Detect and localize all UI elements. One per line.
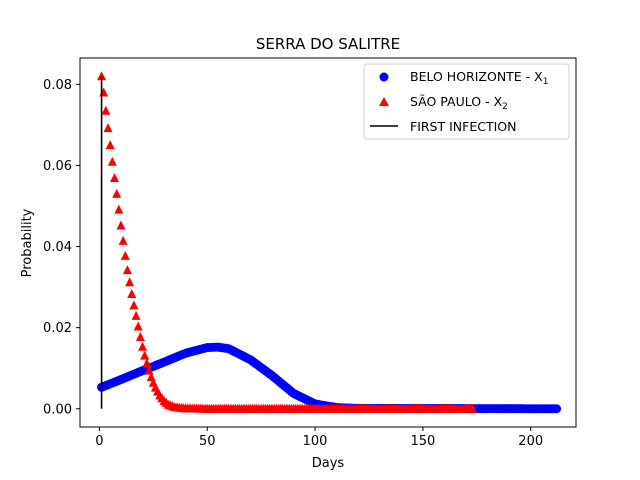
data-point-sao-paulo xyxy=(114,204,124,214)
x-tick-label: 0 xyxy=(95,434,103,449)
legend-label-sao-paulo: SÃO PAULO - X2 xyxy=(410,94,508,112)
data-point-sao-paulo xyxy=(120,250,130,260)
data-point-sao-paulo xyxy=(110,173,119,183)
data-point-sao-paulo xyxy=(107,156,117,166)
x-tick-label: 200 xyxy=(518,434,543,449)
data-point-sao-paulo xyxy=(138,341,148,351)
legend: BELO HORIZONTE - X1 SÃO PAULO - X2 FIRST… xyxy=(363,63,570,140)
data-point-sao-paulo xyxy=(116,220,126,230)
data-point-sao-paulo xyxy=(133,321,143,331)
data-point-sao-paulo xyxy=(118,235,128,245)
data-point-sao-paulo xyxy=(131,310,141,320)
chart-title: SERRA DO SALITRE xyxy=(256,35,400,53)
data-point-belo-horizonte xyxy=(552,404,562,414)
legend-label-belo-horizonte: BELO HORIZONTE - X1 xyxy=(410,69,548,87)
y-axis: 0.00 0.02 0.04 0.06 0.08 xyxy=(43,78,80,417)
legend-marker-sao-paulo xyxy=(379,97,389,106)
data-point-sao-paulo xyxy=(127,289,137,298)
x-tick-label: 150 xyxy=(410,434,435,449)
data-point-sao-paulo xyxy=(101,105,111,115)
plot-frame xyxy=(79,57,577,428)
y-axis-label: Probability xyxy=(20,208,35,277)
y-tick-label: 0.04 xyxy=(43,240,72,255)
y-tick-label: 0.02 xyxy=(43,321,72,336)
x-tick-label: 100 xyxy=(303,434,328,449)
data-point-sao-paulo xyxy=(129,300,139,310)
data-point-sao-paulo xyxy=(140,350,150,360)
legend-marker-belo-horizonte xyxy=(379,72,389,82)
series-sao-paulo xyxy=(97,71,477,413)
data-point-sao-paulo xyxy=(125,277,135,287)
x-axis-label: Days xyxy=(312,456,345,471)
x-tick-label: 50 xyxy=(199,434,216,449)
data-point-sao-paulo xyxy=(105,140,115,150)
data-point-sao-paulo xyxy=(97,71,107,81)
data-point-sao-paulo xyxy=(122,265,132,275)
y-tick-label: 0.00 xyxy=(43,402,72,417)
data-point-sao-paulo xyxy=(142,358,152,368)
data-point-sao-paulo xyxy=(112,188,122,198)
y-tick-label: 0.08 xyxy=(43,78,72,93)
data-point-sao-paulo xyxy=(103,123,113,133)
data-point-sao-paulo xyxy=(467,403,477,413)
y-tick-label: 0.06 xyxy=(43,159,72,174)
data-point-sao-paulo xyxy=(135,331,145,341)
x-axis: 0 50 100 150 200 xyxy=(95,427,543,449)
data-point-sao-paulo xyxy=(99,87,109,97)
legend-label-first-infection: FIRST INFECTION xyxy=(410,119,516,134)
legend-box xyxy=(363,63,570,140)
